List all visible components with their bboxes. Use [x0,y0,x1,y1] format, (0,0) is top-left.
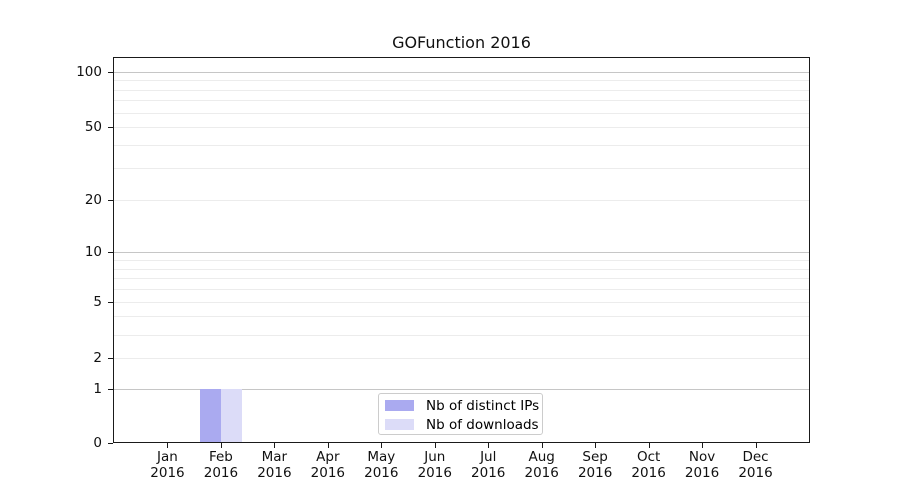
gridline-minor [114,334,809,336]
y-tick-label: 50 [84,119,102,136]
x-tick [220,443,222,448]
legend-swatch [385,400,414,411]
bar-distinct-ips [199,388,221,442]
x-tick [167,443,169,448]
x-tick-year: 2016 [364,465,399,481]
y-tick [108,358,113,360]
gridline-minor [114,112,809,114]
x-tick-label: Jul 2016 [456,449,520,481]
legend-row: Nb of distinct IPs [379,396,542,415]
y-tick-label: 20 [84,191,102,208]
gridline-major [114,388,809,390]
x-tick [381,443,383,448]
gridline-minor [114,127,809,129]
y-tick [108,71,113,73]
y-tick-label: 100 [76,63,102,80]
x-tick-label: Mar 2016 [242,449,306,481]
x-tick-label: Sep 2016 [563,449,627,481]
x-tick-year: 2016 [684,465,720,481]
gridline-minor [114,100,809,102]
y-tick [108,301,113,303]
gridline-minor [114,268,809,270]
gridline-minor [114,289,809,291]
x-tick [755,443,757,448]
x-tick [327,443,329,448]
x-tick [488,443,490,448]
y-tick-label: 1 [93,380,102,397]
x-tick-label: Jan 2016 [135,449,199,481]
legend-label: Nb of downloads [426,416,539,433]
x-tick-label: Dec 2016 [724,449,788,481]
gridline-minor [114,316,809,318]
x-tick-label: Jun 2016 [403,449,467,481]
x-tick [541,443,543,448]
legend-row: Nb of downloads [379,415,542,434]
gridline-minor [114,260,809,261]
x-tick-label: Apr 2016 [296,449,360,481]
y-tick-label: 5 [93,293,102,310]
x-tick-year: 2016 [203,465,239,481]
chart-title: GOFunction 2016 [392,33,531,52]
legend-swatch [385,419,414,430]
legend: Nb of distinct IPs Nb of downloads [378,393,543,435]
gridline-minor [114,145,809,147]
x-tick-year: 2016 [310,465,346,481]
y-tick [108,388,113,390]
gridline-minor [114,199,809,201]
bar-downloads [220,388,243,442]
gridline-minor [114,358,809,360]
x-tick-year: 2016 [257,465,292,481]
x-tick [434,443,436,448]
x-tick-year: 2016 [471,465,506,481]
x-tick-label: Feb 2016 [189,449,253,481]
legend-label: Nb of distinct IPs [426,397,540,414]
x-tick [595,443,597,448]
y-tick [108,127,113,129]
x-tick-year: 2016 [738,465,773,481]
x-tick [648,443,650,448]
x-tick-year: 2016 [631,465,666,481]
x-tick-label: Oct 2016 [617,449,681,481]
x-tick-year: 2016 [577,465,613,481]
x-tick [702,443,704,448]
gridline-minor [114,167,809,169]
y-tick-label: 10 [84,244,102,261]
x-tick-label: Nov 2016 [670,449,734,481]
y-tick [108,199,113,201]
x-tick-year: 2016 [524,465,559,481]
y-tick [108,252,113,254]
y-tick [108,443,113,444]
x-tick-year: 2016 [150,465,185,481]
gridline-major [114,71,809,73]
gridline-minor [114,80,809,82]
y-tick-label: 0 [93,435,102,451]
x-tick-label: Aug 2016 [510,449,574,481]
x-tick [274,443,276,448]
x-tick-year: 2016 [417,465,452,481]
gridline-minor [114,89,809,91]
gridline-minor [114,278,809,280]
x-tick-label: May 2016 [349,449,413,481]
gridline-minor [114,301,809,303]
gridline-major [114,252,809,254]
y-tick-label: 2 [93,350,102,367]
plot-area: Nb of distinct IPs Nb of downloads [113,57,810,443]
